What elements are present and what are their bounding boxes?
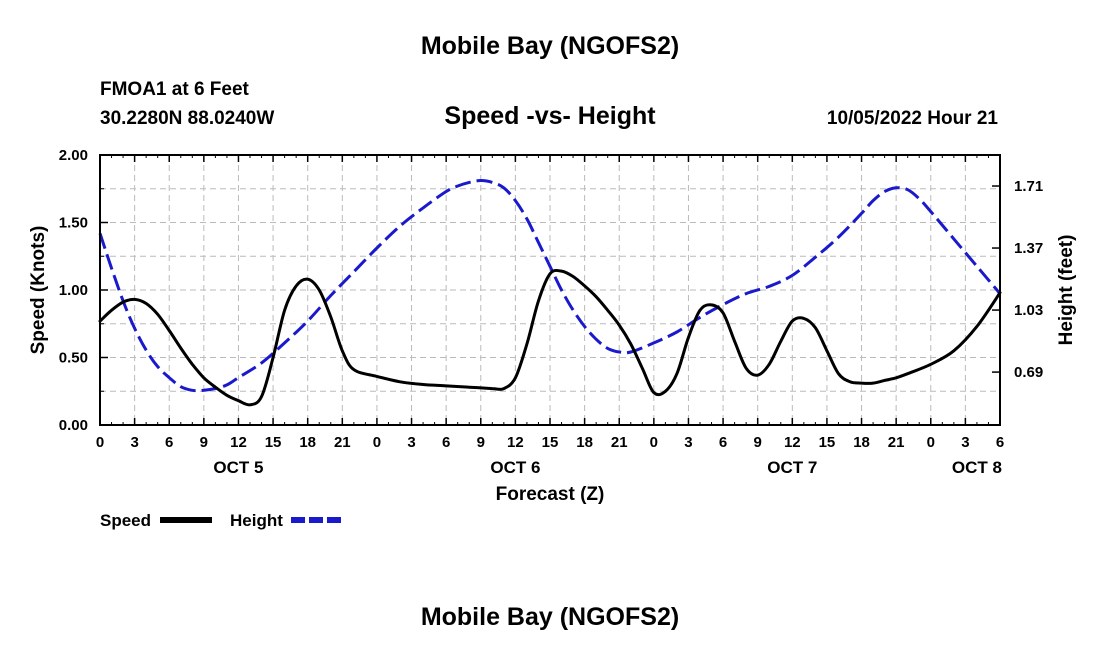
day-label: OCT 5	[213, 458, 263, 477]
x-tick-label: 6	[996, 434, 1004, 451]
x-tick-label: 3	[407, 434, 415, 451]
y-tick-label-right: 0.69	[1014, 364, 1043, 381]
x-tick-label: 6	[719, 434, 727, 451]
x-axis-title: Forecast (Z)	[496, 484, 605, 505]
legend: Speed Height	[100, 511, 343, 530]
x-tick-label: 0	[96, 434, 104, 451]
x-tick-label: 3	[961, 434, 969, 451]
x-tick-label: 18	[299, 434, 316, 451]
x-tick-label: 21	[611, 434, 628, 451]
x-tick-label: 12	[230, 434, 247, 451]
day-label: OCT 8	[952, 458, 1002, 477]
x-tick-label: 18	[853, 434, 870, 451]
station-name: FMOA1 at 6 Feet	[100, 79, 250, 100]
x-tick-label: 9	[477, 434, 485, 451]
x-tick-label: 12	[507, 434, 524, 451]
x-tick-label: 15	[542, 434, 559, 451]
x-tick-label: 0	[927, 434, 935, 451]
x-tick-label: 18	[576, 434, 593, 451]
y-axis-title-right: Height (feet)	[1056, 235, 1077, 346]
y-tick-label-left: 0.00	[59, 417, 88, 434]
day-label: OCT 6	[490, 458, 540, 477]
x-tick-label: 21	[888, 434, 905, 451]
height-series-line	[98, 179, 1002, 393]
forecast-timestamp: 10/05/2022 Hour 21	[827, 108, 999, 129]
chart-subtitle: Speed -vs- Height	[444, 102, 656, 130]
x-tick-label: 3	[130, 434, 138, 451]
main-title: Mobile Bay (NGOFS2)	[421, 32, 679, 60]
y-axis-title-left: Speed (Knots)	[28, 226, 49, 355]
y-tick-label-right: 1.03	[1014, 302, 1043, 319]
x-tick-label: 9	[754, 434, 762, 451]
x-tick-label: 6	[165, 434, 173, 451]
y-tick-label-left: 1.00	[59, 282, 88, 299]
y-tick-label-right: 1.37	[1014, 240, 1043, 257]
x-tick-label: 0	[650, 434, 658, 451]
axes: 0 3 6 9 12 15 18 21 0 3 6 9 12 15 18 21 0 3 6 9 12 15 18 21 0 3 6 O…	[59, 147, 1043, 477]
x-tick-label: 15	[265, 434, 282, 451]
footer-title: Mobile Bay (NGOFS2)	[421, 603, 679, 631]
day-label: OCT 7	[767, 458, 817, 477]
x-tick-label: 6	[442, 434, 450, 451]
y-tick-label-left: 0.50	[59, 350, 88, 367]
y-tick-label-left: 1.50	[59, 215, 88, 232]
x-tick-label: 3	[684, 434, 692, 451]
series-lines	[98, 179, 1002, 407]
station-coords: 30.2280N 88.0240W	[100, 108, 274, 129]
y-tick-label-left: 2.00	[59, 147, 88, 164]
x-tick-label: 12	[784, 434, 801, 451]
x-tick-label: 0	[373, 434, 381, 451]
x-tick-label: 15	[819, 434, 836, 451]
x-tick-label: 21	[334, 434, 351, 451]
speed-series-line	[98, 268, 1002, 407]
y-tick-label-right: 1.71	[1014, 178, 1043, 195]
x-tick-label: 9	[200, 434, 208, 451]
legend-speed-label: Speed	[100, 511, 151, 530]
legend-height-label: Height	[230, 511, 283, 530]
